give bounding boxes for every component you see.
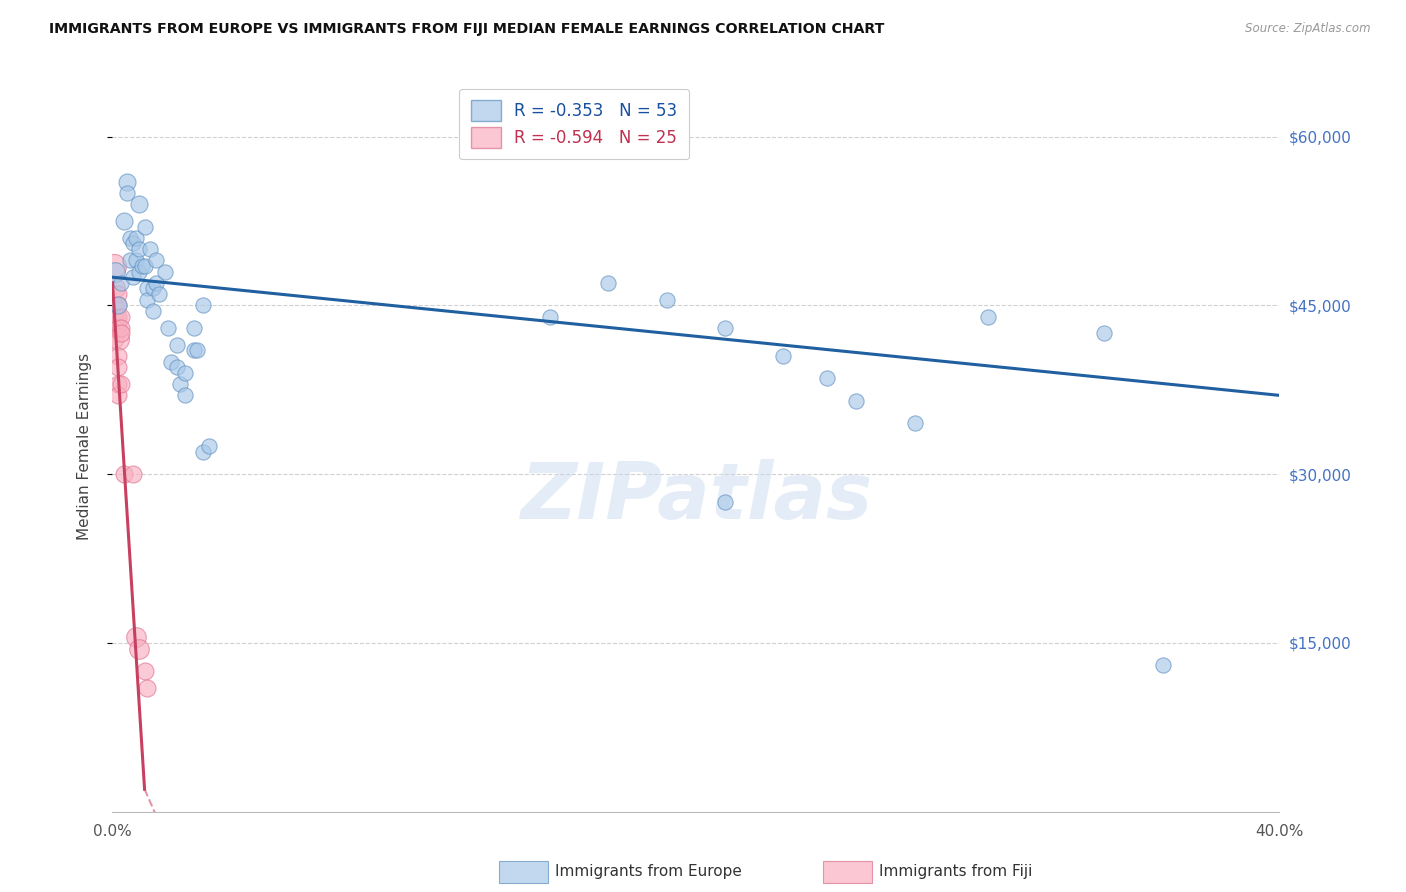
Point xyxy=(110,321,132,335)
Point xyxy=(655,293,678,307)
Point xyxy=(110,326,132,341)
Point xyxy=(107,349,129,363)
Point xyxy=(904,417,927,431)
Point xyxy=(107,298,129,312)
Point xyxy=(107,298,129,312)
Point xyxy=(104,264,127,278)
Point xyxy=(107,388,129,402)
Point xyxy=(128,264,150,278)
Point xyxy=(169,377,191,392)
Point xyxy=(976,310,998,324)
Point xyxy=(186,343,208,358)
Point xyxy=(125,253,148,268)
Point xyxy=(104,281,127,295)
Text: Immigrants from Europe: Immigrants from Europe xyxy=(555,864,742,879)
Text: ZIPatlas: ZIPatlas xyxy=(520,459,872,535)
Point xyxy=(166,360,188,375)
Point xyxy=(1152,658,1174,673)
Point xyxy=(183,321,205,335)
Point xyxy=(145,253,167,268)
Point xyxy=(128,197,150,211)
Point xyxy=(128,641,150,656)
Point xyxy=(128,242,150,256)
Point xyxy=(112,467,135,482)
Point xyxy=(145,276,167,290)
Text: Immigrants from Fiji: Immigrants from Fiji xyxy=(879,864,1032,879)
Point xyxy=(107,377,129,392)
Point xyxy=(107,287,129,301)
Point xyxy=(125,231,148,245)
Point xyxy=(772,349,794,363)
Point xyxy=(134,664,156,678)
Point xyxy=(118,253,141,268)
Point xyxy=(153,264,176,278)
Point xyxy=(115,186,138,200)
Point xyxy=(104,321,127,335)
Point xyxy=(107,310,129,324)
Point xyxy=(136,681,159,695)
Point xyxy=(131,259,153,273)
Point xyxy=(160,354,183,368)
Point xyxy=(509,141,531,155)
Point xyxy=(104,332,127,346)
Point xyxy=(148,287,170,301)
Text: IMMIGRANTS FROM EUROPE VS IMMIGRANTS FROM FIJI MEDIAN FEMALE EARNINGS CORRELATIO: IMMIGRANTS FROM EUROPE VS IMMIGRANTS FRO… xyxy=(49,22,884,37)
Point xyxy=(183,343,205,358)
Point xyxy=(174,388,197,402)
Point xyxy=(197,439,219,453)
Point xyxy=(1092,326,1115,341)
Point xyxy=(142,304,165,318)
Text: Source: ZipAtlas.com: Source: ZipAtlas.com xyxy=(1246,22,1371,36)
Point xyxy=(112,214,135,228)
Point xyxy=(815,371,838,385)
Point xyxy=(107,360,129,375)
Point xyxy=(122,236,145,251)
Point xyxy=(110,276,132,290)
Point xyxy=(115,175,138,189)
Point xyxy=(134,219,156,234)
Point xyxy=(538,310,561,324)
Point xyxy=(156,321,179,335)
Point xyxy=(598,276,620,290)
Point xyxy=(845,394,868,409)
Point xyxy=(104,298,127,312)
Point xyxy=(136,281,159,295)
Point xyxy=(104,310,127,324)
Legend: R = -0.353   N = 53, R = -0.594   N = 25: R = -0.353 N = 53, R = -0.594 N = 25 xyxy=(460,88,689,160)
Point xyxy=(714,321,737,335)
Point xyxy=(107,321,129,335)
Point xyxy=(136,293,159,307)
Point xyxy=(191,298,214,312)
Point xyxy=(122,467,145,482)
Point xyxy=(110,310,132,324)
Point xyxy=(122,270,145,285)
Point xyxy=(125,630,148,644)
Point xyxy=(166,337,188,351)
Point xyxy=(714,495,737,509)
Y-axis label: Median Female Earnings: Median Female Earnings xyxy=(77,352,91,540)
Point xyxy=(139,242,162,256)
Point xyxy=(142,281,165,295)
Point xyxy=(174,366,197,380)
Point xyxy=(191,444,214,458)
Point xyxy=(107,332,129,346)
Point xyxy=(118,231,141,245)
Point xyxy=(110,377,132,392)
Point xyxy=(134,259,156,273)
Point xyxy=(103,259,125,273)
